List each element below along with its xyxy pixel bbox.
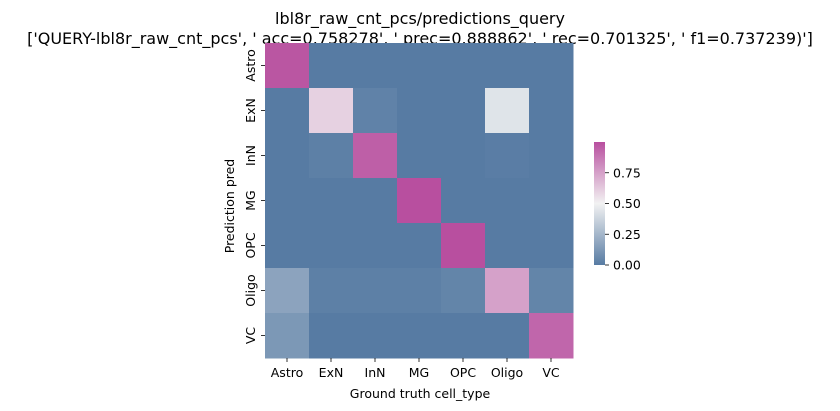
x-tick-label: OPC [450, 365, 476, 380]
colorbar [594, 142, 605, 265]
y-tick-label: ExN [243, 98, 258, 123]
colorbar-ticks: 0.00 0.25 0.50 0.75 [605, 165, 641, 273]
heatmap-cell-mg-mg [397, 178, 442, 224]
heatmap-cell-inn-oligo [485, 133, 530, 179]
x-tick-label: Astro [271, 365, 303, 380]
heatmap-cell-opc-astro [265, 223, 310, 269]
heatmap-cell-exn-inn [353, 88, 398, 134]
heatmap-cell-inn-astro [265, 133, 310, 179]
heatmap-cell-mg-exn [309, 178, 354, 224]
colorbar-tick-label: 0.00 [613, 258, 641, 273]
heatmap-cell-mg-inn [353, 178, 398, 224]
x-tick-label: MG [409, 365, 429, 380]
heatmap-cells [265, 43, 574, 359]
chart-title: lbl8r_raw_cnt_pcs/predictions_query [275, 9, 565, 29]
chart-subtitle: ['QUERY-lbl8r_raw_cnt_pcs', ' acc=0.7582… [27, 29, 813, 49]
heatmap-cell-inn-opc [441, 133, 486, 179]
heatmap-cell-oligo-oligo [485, 268, 530, 314]
heatmap-cell-vc-exn [309, 313, 354, 359]
heatmap-cell-exn-oligo [485, 88, 530, 134]
heatmap-cell-oligo-inn [353, 268, 398, 314]
heatmap-cell-mg-vc [529, 178, 574, 224]
heatmap-cell-vc-opc [441, 313, 486, 359]
x-axis-label: Ground truth cell_type [350, 386, 491, 401]
colorbar-tick-label: 0.75 [613, 165, 641, 180]
heatmap-cell-vc-astro [265, 313, 310, 359]
heatmap-cell-exn-opc [441, 88, 486, 134]
heatmap-cell-inn-exn [309, 133, 354, 179]
heatmap-cell-vc-vc [529, 313, 574, 359]
heatmap-cell-oligo-astro [265, 268, 310, 314]
heatmap-cell-inn-vc [529, 133, 574, 179]
heatmap-cell-vc-mg [397, 313, 442, 359]
heatmap-cell-opc-inn [353, 223, 398, 269]
heatmap-cell-mg-oligo [485, 178, 530, 224]
heatmap-cell-opc-opc [441, 223, 486, 269]
heatmap-cell-opc-mg [397, 223, 442, 269]
heatmap-cell-astro-astro [265, 43, 310, 89]
heatmap-cell-inn-inn [353, 133, 398, 179]
heatmap-cell-vc-oligo [485, 313, 530, 359]
x-tick-label: VC [542, 365, 560, 380]
x-tick-labels: Astro ExN InN MG OPC Oligo VC [271, 358, 560, 380]
heatmap-cell-exn-mg [397, 88, 442, 134]
x-tick-label: InN [365, 365, 386, 380]
heatmap-cell-astro-vc [529, 43, 574, 89]
y-axis-label: Prediction pred [222, 159, 237, 254]
heatmap-cell-exn-astro [265, 88, 310, 134]
heatmap-cell-inn-mg [397, 133, 442, 179]
y-tick-label: Oligo [243, 274, 258, 306]
y-tick-label: MG [243, 190, 258, 210]
x-tick-label: Oligo [491, 365, 523, 380]
heatmap-cell-oligo-opc [441, 268, 486, 314]
y-tick-labels: Astro ExN InN MG OPC Oligo VC [243, 49, 265, 344]
heatmap-cell-oligo-mg [397, 268, 442, 314]
heatmap-cell-exn-vc [529, 88, 574, 134]
heatmap-cell-mg-opc [441, 178, 486, 224]
heatmap-cell-oligo-vc [529, 268, 574, 314]
heatmap-cell-astro-inn [353, 43, 398, 89]
heatmap-cell-astro-mg [397, 43, 442, 89]
heatmap-cell-opc-oligo [485, 223, 530, 269]
colorbar-tick-label: 0.50 [613, 196, 641, 211]
heatmap-cell-astro-oligo [485, 43, 530, 89]
y-tick-label: VC [243, 327, 258, 345]
heatmap-cell-astro-exn [309, 43, 354, 89]
y-tick-label: OPC [243, 232, 258, 258]
y-tick-label: Astro [243, 49, 258, 81]
x-tick-label: ExN [319, 365, 344, 380]
heatmap-cell-opc-exn [309, 223, 354, 269]
colorbar-tick-label: 0.25 [613, 227, 641, 242]
heatmap-cell-oligo-exn [309, 268, 354, 314]
y-tick-label: InN [243, 145, 258, 166]
heatmap-cell-exn-exn [309, 88, 354, 134]
heatmap-cell-vc-inn [353, 313, 398, 359]
heatmap-cell-mg-astro [265, 178, 310, 224]
heatmap-cell-opc-vc [529, 223, 574, 269]
heatmap-cell-astro-opc [441, 43, 486, 89]
